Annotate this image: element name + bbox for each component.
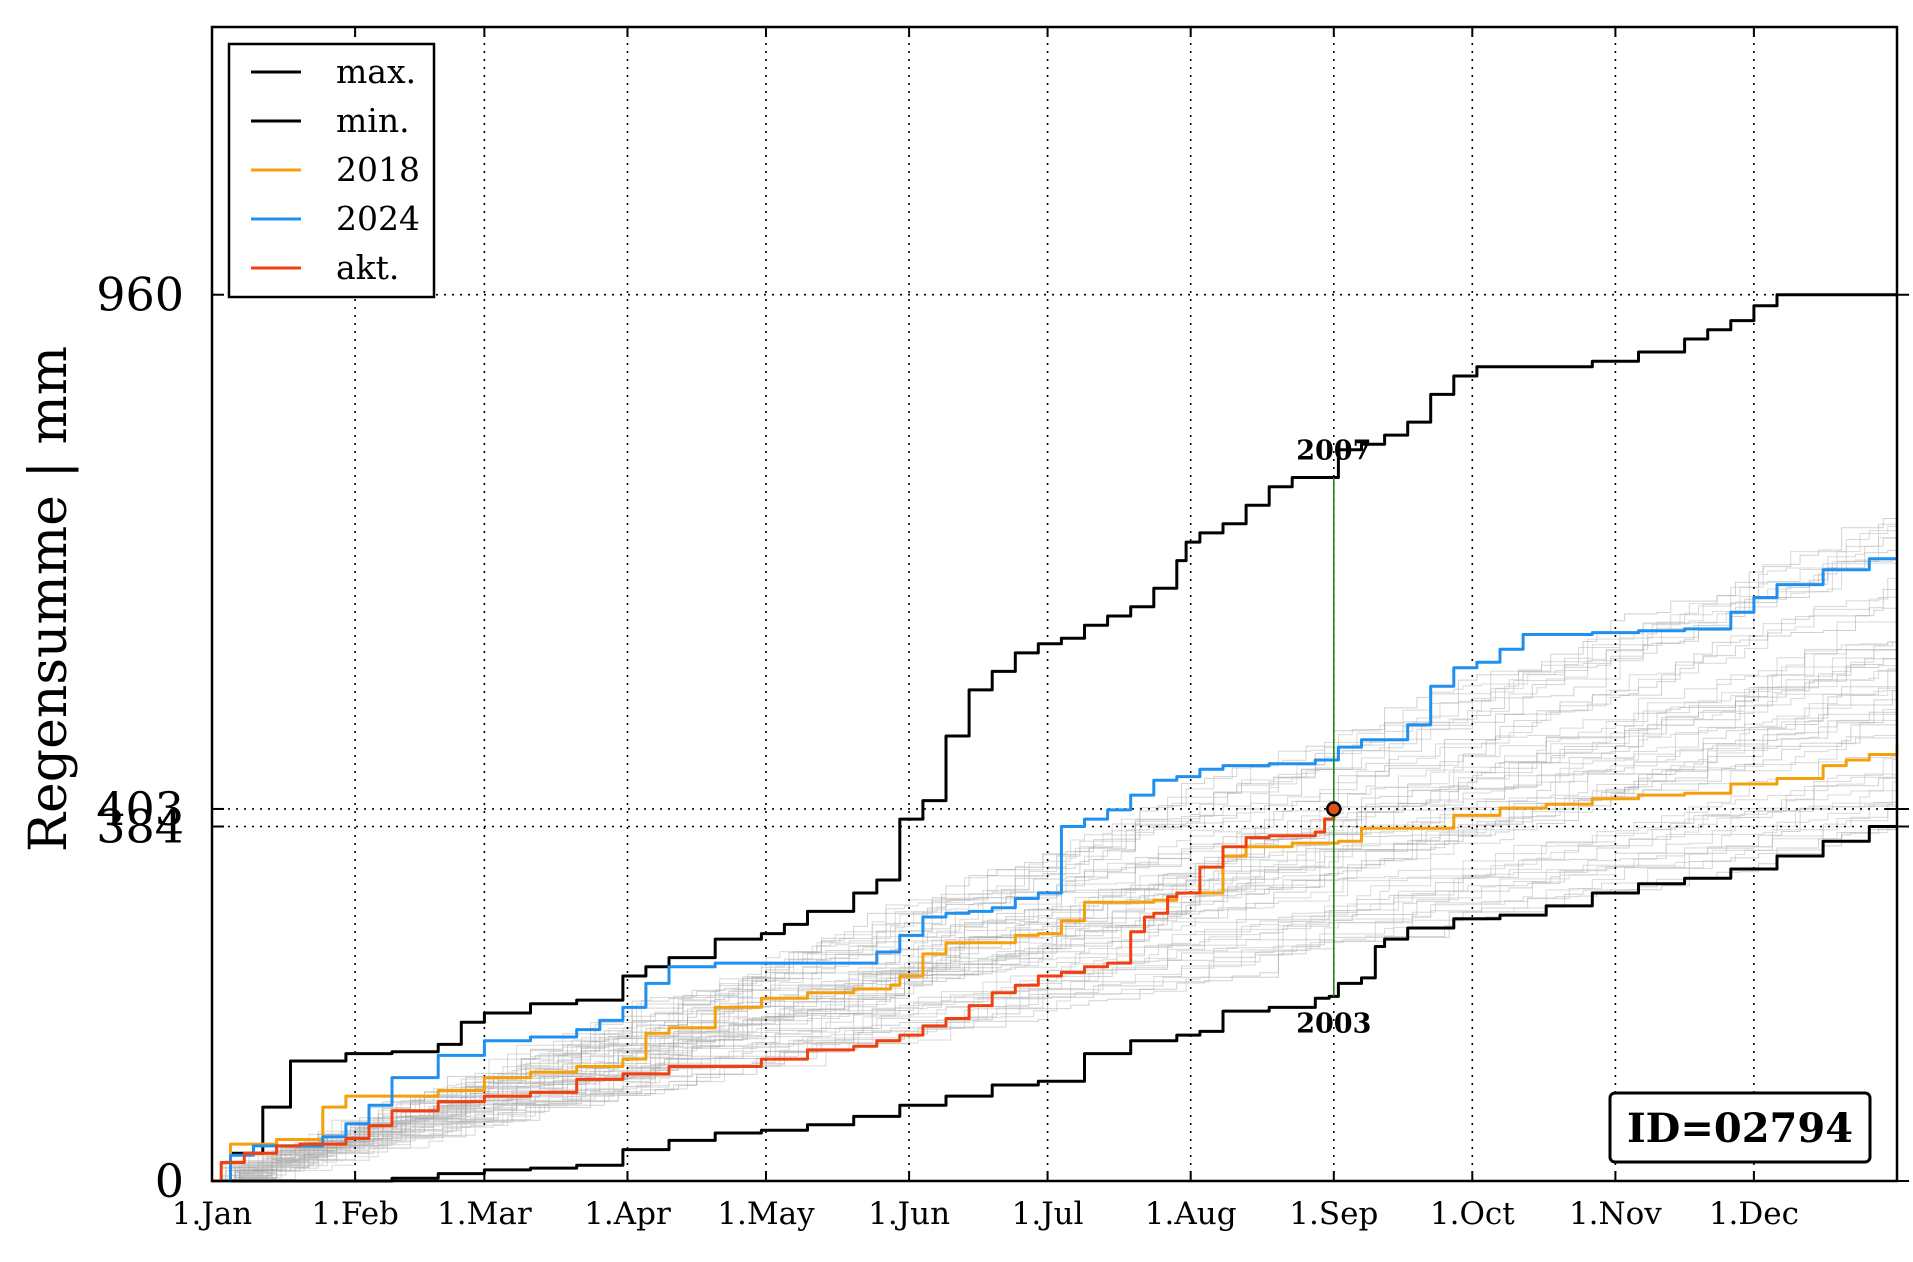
x-tick-label: 1.Apr — [584, 1196, 671, 1232]
y-tick-label: 403 — [96, 782, 184, 836]
x-tick-label: 1.Oct — [1430, 1196, 1515, 1232]
x-tick-label: 1.Dec — [1709, 1196, 1799, 1232]
legend-label: 2024 — [336, 199, 420, 238]
background-year-line — [212, 682, 1898, 1182]
background-year-line — [212, 781, 1897, 1182]
legend-label: 2018 — [336, 150, 420, 189]
x-tick-label: 1.Feb — [311, 1196, 399, 1232]
background-year-line — [212, 528, 1898, 1182]
background-year-line — [212, 616, 1898, 1182]
annotation-layer: 2007 2003 — [1296, 436, 1371, 1040]
series-line-2018 — [212, 745, 1899, 1183]
y-tick-label: 384 — [96, 799, 184, 853]
x-tick-label: 1.Jun — [868, 1196, 950, 1232]
x-tick-label: 1.Nov — [1569, 1196, 1662, 1232]
axes: 1.Jan 1.Feb 1.Mar 1.Apr 1.May 1.Jun 1.Jul 1.Aug… — [19, 25, 1909, 1232]
x-tick-label: 1.Jan — [172, 1196, 252, 1232]
background-year-line — [212, 546, 1898, 1182]
legend-label: max. — [336, 52, 416, 91]
annotation-label: 2007 — [1296, 436, 1371, 467]
x-tick-label: 1.Sep — [1289, 1196, 1378, 1232]
background-year-line — [212, 713, 1897, 1182]
x-tick-label: 1.Mar — [437, 1196, 532, 1232]
background-year-line — [212, 751, 1898, 1182]
background-year-line — [212, 506, 1898, 1182]
background-year-line — [212, 717, 1898, 1182]
background-year-line — [212, 690, 1897, 1182]
series-line-max — [212, 293, 1897, 1183]
background-year-line — [212, 525, 1897, 1182]
plot-frame — [210, 25, 1899, 1183]
x-tick-label: 1.Aug — [1145, 1196, 1237, 1232]
y-tick-label: 0 — [155, 1154, 184, 1208]
series-line-2024 — [212, 557, 1897, 1183]
grid — [212, 27, 1897, 1181]
background-year-line — [212, 677, 1898, 1182]
background-year-line — [212, 635, 1898, 1182]
legend-label: min. — [336, 101, 410, 140]
background-years — [212, 506, 1898, 1182]
legend-label: akt. — [336, 248, 399, 287]
id-box-frame — [1608, 1091, 1872, 1164]
legend: max. min. 2018 2024 akt. — [227, 42, 436, 299]
background-year-line — [212, 804, 1898, 1182]
x-tick-label: 1.May — [717, 1196, 815, 1232]
station-id-label: ID=02794 — [1627, 1105, 1853, 1152]
background-year-line — [212, 592, 1898, 1182]
series-line-akt — [212, 809, 1336, 1183]
id-box: ID=02794 — [1608, 1091, 1872, 1164]
background-year-line — [212, 636, 1898, 1182]
series-line-min — [212, 825, 1897, 1183]
background-year-line — [212, 712, 1898, 1182]
series-layer — [212, 293, 1899, 1183]
current-value-marker — [1326, 801, 1342, 817]
x-tick-label: 1.Jul — [1012, 1196, 1084, 1232]
y-axis-title: Regensumme | mm — [19, 346, 79, 852]
y-tick-label: 960 — [96, 268, 184, 322]
annotation-label: 2003 — [1296, 1008, 1371, 1039]
background-year-line — [212, 699, 1897, 1182]
